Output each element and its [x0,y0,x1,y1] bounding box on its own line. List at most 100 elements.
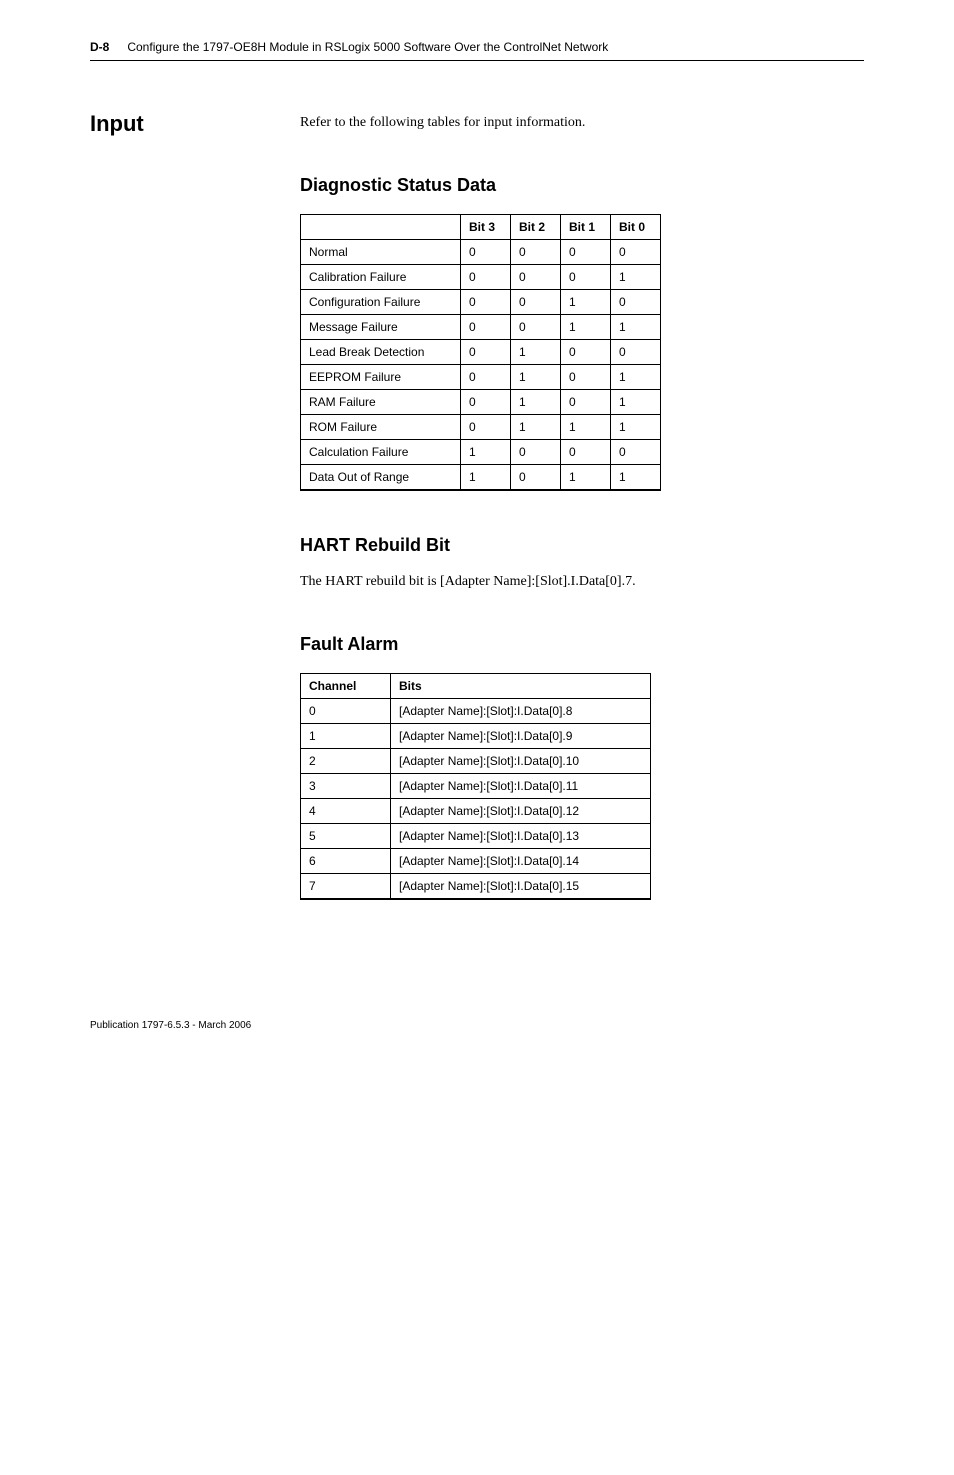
bit-cell: 0 [561,240,611,265]
fault-tbody: 0[Adapter Name]:[Slot]:I.Data[0].81[Adap… [301,699,651,900]
fault-alarm-heading: Fault Alarm [300,634,864,655]
chapter-title: Configure the 1797-OE8H Module in RSLogi… [127,40,608,54]
table-row: Normal0000 [301,240,661,265]
row-label: Message Failure [301,315,461,340]
bit-cell: 0 [561,265,611,290]
col-bits: Bits [391,674,651,699]
table-row: RAM Failure0101 [301,390,661,415]
table-row: Message Failure0011 [301,315,661,340]
bit-cell: 0 [611,290,661,315]
col-bit0: Bit 0 [611,215,661,240]
table-row: EEPROM Failure0101 [301,365,661,390]
table-row: 2[Adapter Name]:[Slot]:I.Data[0].10 [301,749,651,774]
bit-cell: 0 [461,340,511,365]
row-label: RAM Failure [301,390,461,415]
table-row: Calibration Failure0001 [301,265,661,290]
bit-cell: 1 [611,465,661,491]
fault-alarm-table: Channel Bits 0[Adapter Name]:[Slot]:I.Da… [300,673,651,900]
bits-cell: [Adapter Name]:[Slot]:I.Data[0].10 [391,749,651,774]
bit-cell: 1 [611,265,661,290]
bits-cell: [Adapter Name]:[Slot]:I.Data[0].13 [391,824,651,849]
row-label: Normal [301,240,461,265]
bit-cell: 0 [511,240,561,265]
bits-cell: [Adapter Name]:[Slot]:I.Data[0].11 [391,774,651,799]
page-header: D-8 Configure the 1797-OE8H Module in RSL… [90,40,864,61]
bit-cell: 1 [561,415,611,440]
row-label: ROM Failure [301,415,461,440]
bit-cell: 0 [561,340,611,365]
diagnostic-status-table: Bit 3 Bit 2 Bit 1 Bit 0 Normal0000Calibr… [300,214,661,491]
bit-cell: 1 [461,465,511,491]
table-row: Calculation Failure1000 [301,440,661,465]
table-row: 6[Adapter Name]:[Slot]:I.Data[0].14 [301,849,651,874]
bit-cell: 1 [611,390,661,415]
bit-cell: 1 [511,340,561,365]
bit-cell: 0 [561,365,611,390]
col-bit3: Bit 3 [461,215,511,240]
diag-tbody: Normal0000Calibration Failure0001Configu… [301,240,661,491]
bit-cell: 0 [461,265,511,290]
table-row: 1[Adapter Name]:[Slot]:I.Data[0].9 [301,724,651,749]
table-row: Lead Break Detection0100 [301,340,661,365]
bit-cell: 1 [511,390,561,415]
bit-cell: 0 [511,315,561,340]
bit-cell: 0 [561,440,611,465]
channel-cell: 1 [301,724,391,749]
bits-cell: [Adapter Name]:[Slot]:I.Data[0].14 [391,849,651,874]
row-label: EEPROM Failure [301,365,461,390]
bits-cell: [Adapter Name]:[Slot]:I.Data[0].12 [391,799,651,824]
table-row: 5[Adapter Name]:[Slot]:I.Data[0].13 [301,824,651,849]
col-bit2: Bit 2 [511,215,561,240]
row-label: Calculation Failure [301,440,461,465]
bit-cell: 0 [461,365,511,390]
bit-cell: 1 [561,465,611,491]
channel-cell: 3 [301,774,391,799]
publication-footer: Publication 1797-6.5.3 - March 2006 [90,1020,864,1031]
bit-cell: 0 [461,240,511,265]
bit-cell: 0 [611,340,661,365]
bit-cell: 0 [461,415,511,440]
channel-cell: 7 [301,874,391,900]
bit-cell: 0 [461,290,511,315]
row-label: Configuration Failure [301,290,461,315]
channel-cell: 2 [301,749,391,774]
bit-cell: 1 [511,365,561,390]
side-heading-input: Input [90,111,300,137]
table-row: Data Out of Range1011 [301,465,661,491]
bit-cell: 0 [561,390,611,415]
channel-cell: 6 [301,849,391,874]
bit-cell: 0 [611,240,661,265]
col-bit1: Bit 1 [561,215,611,240]
table-row: 0[Adapter Name]:[Slot]:I.Data[0].8 [301,699,651,724]
page-number: D-8 [90,40,109,54]
bit-cell: 1 [611,415,661,440]
bit-cell: 0 [461,390,511,415]
col-channel: Channel [301,674,391,699]
bits-cell: [Adapter Name]:[Slot]:I.Data[0].9 [391,724,651,749]
table-row: ROM Failure0111 [301,415,661,440]
channel-cell: 4 [301,799,391,824]
bit-cell: 0 [611,440,661,465]
row-label: Data Out of Range [301,465,461,491]
input-section-intro: Input Refer to the following tables for … [90,111,864,137]
table-row: 7[Adapter Name]:[Slot]:I.Data[0].15 [301,874,651,900]
bit-cell: 1 [561,290,611,315]
bit-cell: 1 [511,415,561,440]
header-row: D-8 Configure the 1797-OE8H Module in RSL… [90,40,864,54]
row-label: Calibration Failure [301,265,461,290]
bit-cell: 0 [511,440,561,465]
table-header-row: Bit 3 Bit 2 Bit 1 Bit 0 [301,215,661,240]
bits-cell: [Adapter Name]:[Slot]:I.Data[0].15 [391,874,651,900]
bit-cell: 1 [611,365,661,390]
table-row: Configuration Failure0010 [301,290,661,315]
col-blank [301,215,461,240]
hart-rebuild-text: The HART rebuild bit is [Adapter Name]:[… [300,574,864,590]
bit-cell: 1 [561,315,611,340]
table-row: 3[Adapter Name]:[Slot]:I.Data[0].11 [301,774,651,799]
table-row: 4[Adapter Name]:[Slot]:I.Data[0].12 [301,799,651,824]
hart-rebuild-heading: HART Rebuild Bit [300,535,864,556]
bit-cell: 1 [461,440,511,465]
diagnostic-status-heading: Diagnostic Status Data [300,175,864,196]
channel-cell: 5 [301,824,391,849]
bit-cell: 1 [611,315,661,340]
